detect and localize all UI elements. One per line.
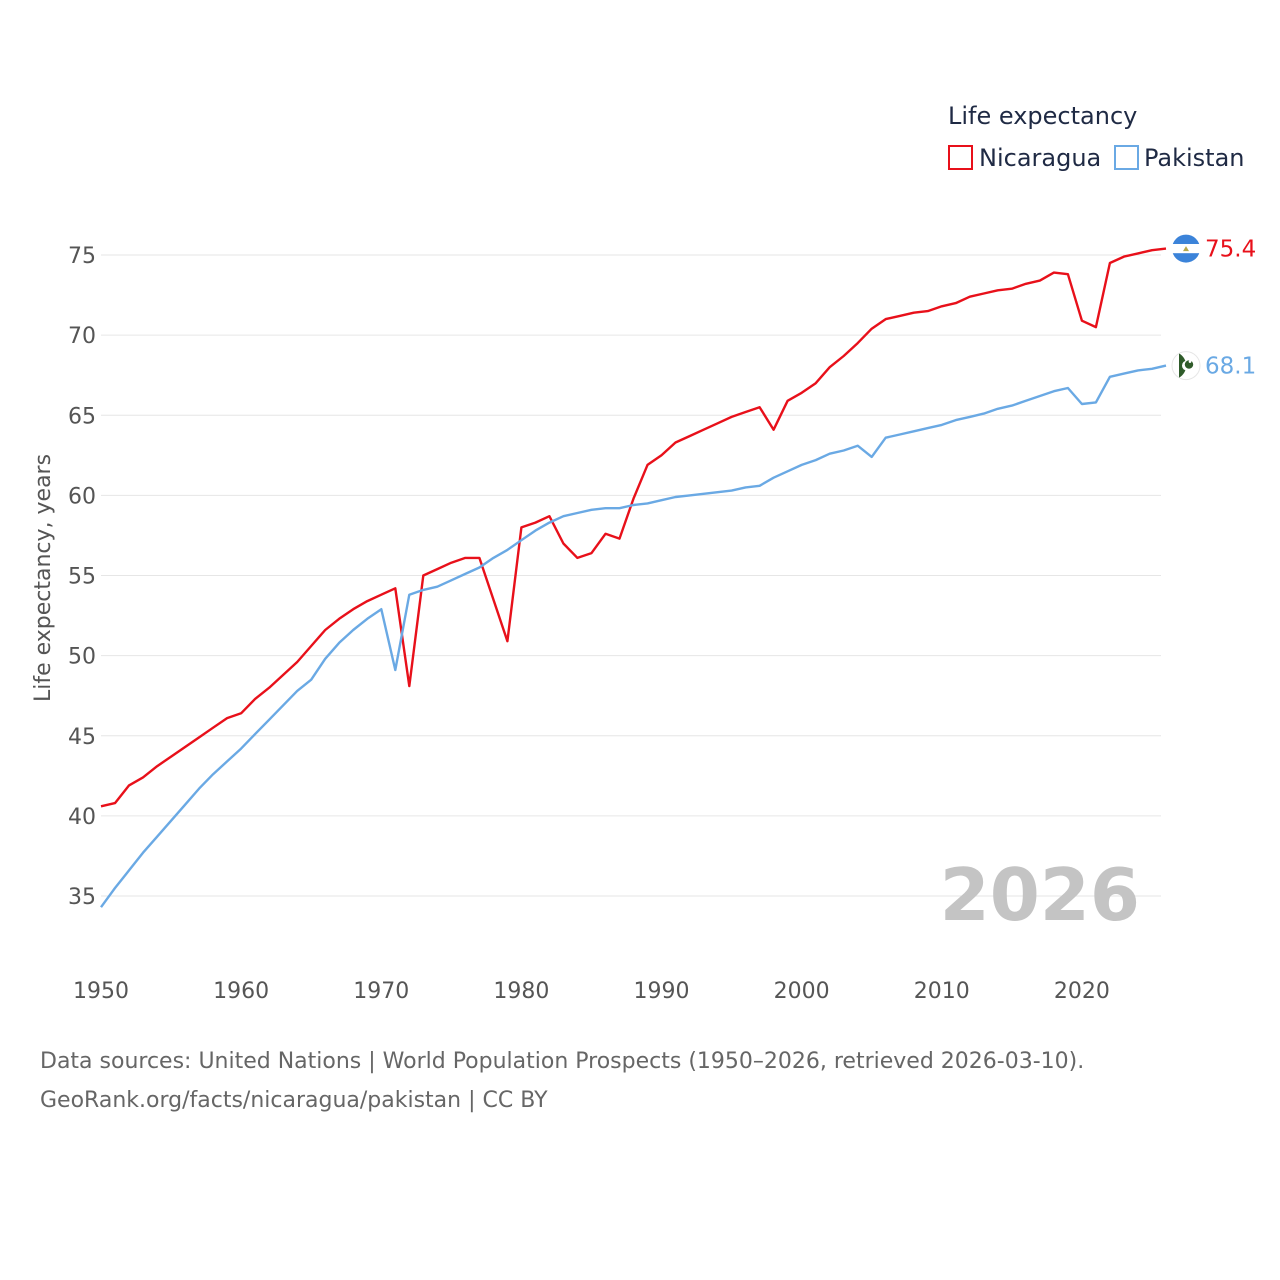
legend-item-nicaragua[interactable]: Nicaragua (948, 144, 1101, 172)
y-axis-title: Life expectancy, years (31, 454, 56, 702)
attribution-line: GeoRank.org/facts/nicaragua/pakistan | C… (40, 1088, 548, 1113)
x-tick-label: 1960 (213, 979, 269, 1004)
end-value-label-nicaragua: 75.4 (1205, 237, 1256, 263)
source-line: Data sources: United Nations | World Pop… (40, 1049, 1085, 1074)
end-value-label-pakistan: 68.1 (1205, 354, 1256, 380)
legend-item-pakistan[interactable]: Pakistan (1114, 144, 1245, 172)
y-tick-label: 35 (68, 885, 96, 910)
current-year-label: 2026 (940, 853, 1140, 937)
x-tick-label: 1990 (634, 979, 690, 1004)
legend-label-pakistan: Pakistan (1144, 144, 1245, 172)
x-tick-label: 1970 (353, 979, 409, 1004)
y-tick-label: 40 (68, 805, 96, 830)
y-tick-label: 60 (68, 484, 96, 509)
legend-swatch-pakistan (1114, 145, 1139, 170)
legend-label-nicaragua: Nicaragua (979, 144, 1101, 172)
legend: Life expectancy Nicaragua Pakistan (948, 102, 1245, 172)
y-tick-label: 70 (68, 324, 96, 349)
series-lines (100, 247, 1167, 908)
y-tick-label: 65 (68, 404, 96, 429)
y-tick-label: 50 (68, 645, 96, 670)
x-tick-label: 2000 (774, 979, 830, 1004)
x-tick-label: 1950 (73, 979, 129, 1004)
x-tick-label: 2010 (914, 979, 970, 1004)
legend-title: Life expectancy (948, 102, 1137, 130)
gridlines (101, 254, 1161, 897)
x-tick-label: 2020 (1054, 979, 1110, 1004)
x-tick-label: 1980 (493, 979, 549, 1004)
series-line-pakistan[interactable] (100, 364, 1167, 908)
y-tick-label: 45 (68, 725, 96, 750)
pakistan-flag-icon (1171, 351, 1201, 381)
legend-swatch-nicaragua (948, 145, 973, 170)
nicaragua-flag-icon (1172, 234, 1200, 263)
end-markers: 75.4 68.1 (1171, 234, 1256, 381)
life-expectancy-chart: Life expectancy Nicaragua Pakistan Life … (31, 102, 1256, 1004)
y-tick-label: 55 (68, 565, 96, 590)
y-tick-label: 75 (68, 244, 96, 269)
data-source-note: Data sources: United Nations | World Pop… (40, 1042, 1240, 1120)
y-axis-ticks: 35 40 45 50 55 60 65 70 75 (68, 244, 96, 910)
x-axis-ticks: 1950 1960 1970 1980 1990 2000 2010 2020 (73, 979, 1110, 1004)
series-line-nicaragua[interactable] (100, 247, 1167, 808)
